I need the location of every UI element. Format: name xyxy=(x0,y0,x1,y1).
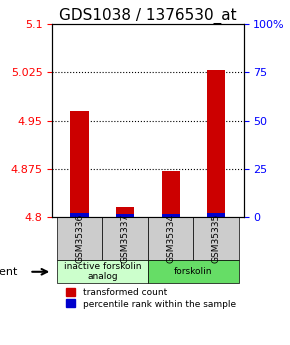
Bar xyxy=(207,70,225,217)
Text: agent: agent xyxy=(0,267,18,277)
Bar xyxy=(207,213,225,217)
Text: inactive forskolin
analog: inactive forskolin analog xyxy=(64,262,141,282)
FancyBboxPatch shape xyxy=(102,217,148,260)
FancyBboxPatch shape xyxy=(148,217,193,260)
Text: GSM35334: GSM35334 xyxy=(166,214,175,263)
FancyBboxPatch shape xyxy=(57,260,148,283)
Text: GSM35335: GSM35335 xyxy=(212,214,221,263)
Bar xyxy=(70,111,89,217)
Bar xyxy=(116,214,134,217)
Text: forskolin: forskolin xyxy=(174,267,213,276)
Bar xyxy=(162,214,180,217)
Bar xyxy=(116,207,134,217)
Bar xyxy=(162,171,180,217)
Title: GDS1038 / 1376530_at: GDS1038 / 1376530_at xyxy=(59,8,237,24)
FancyBboxPatch shape xyxy=(57,217,102,260)
Text: GSM35337: GSM35337 xyxy=(121,214,130,263)
Bar xyxy=(70,213,89,217)
FancyBboxPatch shape xyxy=(193,217,239,260)
Legend: transformed count, percentile rank within the sample: transformed count, percentile rank withi… xyxy=(66,287,236,308)
Text: GSM35336: GSM35336 xyxy=(75,214,84,263)
FancyBboxPatch shape xyxy=(148,260,239,283)
